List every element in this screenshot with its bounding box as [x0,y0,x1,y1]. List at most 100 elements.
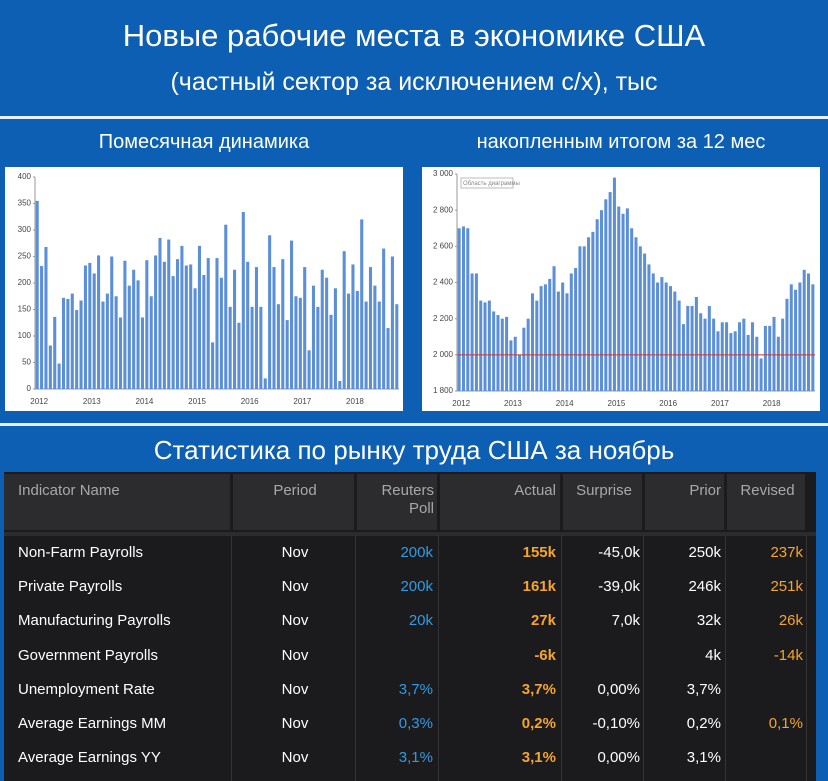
bar [219,277,223,389]
separator [0,423,828,426]
bar [630,228,634,391]
bar [105,293,109,389]
bar [582,246,586,391]
bar [40,266,44,389]
bar [228,306,232,389]
bar [656,282,660,391]
bar [492,311,496,391]
bar [604,199,608,391]
bar [569,273,573,391]
bar [259,306,263,389]
bar [307,350,311,389]
bar [578,246,582,391]
bar [180,245,184,389]
tooltip-box [460,177,514,189]
y-tick-label: 2 400 [433,278,454,287]
x-tick-label: 2014 [556,399,574,408]
header-cell [440,474,560,530]
bar [746,334,750,391]
bar [802,269,806,391]
table-cell: Unemployment Rate [18,680,155,698]
chart: 0 50 100 150 200 250 300 350 400 2012 2013 2014 2015… [5,167,403,411]
column-header: Reuters Poll [381,482,434,517]
bar [617,206,621,391]
bar [110,256,114,389]
bar [233,269,237,389]
bar [75,310,79,389]
bar [561,282,565,391]
x-tick-label: 2013 [504,399,522,408]
bar [263,378,267,389]
bar [325,277,329,389]
bar [390,256,394,389]
section-title: Статистика по рынку труда США за ноябрь [153,435,675,465]
y-tick-label: 350 [18,199,32,208]
table-cell: 200k [400,578,433,596]
bar [149,296,153,389]
header-cell [645,474,724,530]
separator [0,116,828,119]
bar [612,177,616,391]
y-tick-label: 3 000 [433,169,454,178]
bar [789,284,793,391]
table-cell: 161k [522,578,556,596]
y-tick-label: 250 [18,252,32,261]
bar [206,258,210,389]
x-tick-label: 2018 [346,397,364,406]
bar [342,251,346,389]
bar [759,358,763,391]
bar [638,246,642,391]
x-tick-label: 2017 [293,397,311,406]
bar [368,267,373,389]
bar [496,315,500,391]
title: Новые рабочие места в экономике США [122,18,706,53]
bar [505,316,509,391]
bar [250,306,254,389]
table-cell: 155k [522,544,556,561]
bar [237,322,241,389]
table-cell: -0,10% [592,715,640,732]
bar [171,276,175,389]
x-tick-label: 2016 [659,399,677,408]
bar [316,306,320,389]
bar [457,228,461,391]
bar [254,267,259,389]
bar [351,264,355,389]
bar [466,228,470,391]
bar [35,200,39,389]
table-cell: Nov [281,646,309,664]
header-divider [4,532,816,536]
bar [768,325,772,391]
x-tick-label: 2012 [30,397,48,406]
bar [699,313,703,391]
table-cell: -6k [534,646,556,664]
column-divider [643,532,644,781]
column-header: Revised [740,482,795,499]
bar [66,298,70,389]
bar [677,300,681,391]
x-tick-label: 2017 [711,399,729,408]
table-cell: 3,7% [398,680,433,698]
chart: 1 800 2 000 2 200 2 400 2 600 2 800 3 000 2012 2… [422,167,820,411]
y-tick-label: 2 600 [433,241,454,250]
y-tick-label: 2 200 [433,314,454,323]
bar [686,306,690,391]
bar [729,333,733,391]
column-divider [806,532,807,781]
bar [118,317,123,389]
bar [599,210,604,391]
bar [355,290,359,389]
column-divider [725,532,726,781]
bar [44,246,48,389]
bar [215,258,219,389]
bar [285,320,289,389]
column-divider [355,532,356,781]
y-tick-label: 200 [18,278,32,287]
column-divider [438,532,439,781]
bar [690,306,694,391]
header-cell [727,474,805,530]
bar [738,322,742,391]
bar [565,293,569,391]
bar [474,273,478,391]
